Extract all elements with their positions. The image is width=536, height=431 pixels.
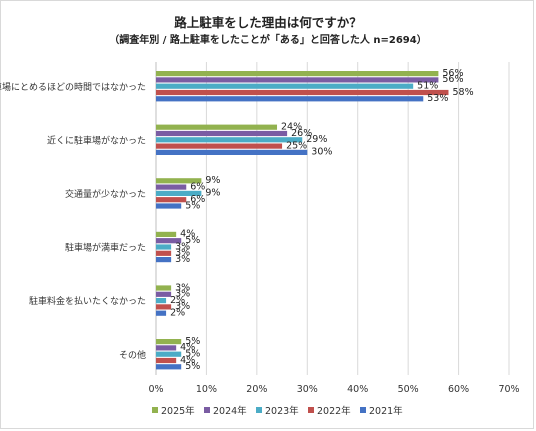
data-label: 5% xyxy=(185,336,200,347)
data-label: 4% xyxy=(180,229,195,240)
bar xyxy=(156,149,308,155)
legend: 2025年 2024年 2023年 2022年 2021年 xyxy=(152,405,403,417)
data-label: 58% xyxy=(452,87,473,98)
bar xyxy=(156,71,439,77)
x-tick-label: 20% xyxy=(246,384,267,395)
data-label: 4% xyxy=(180,355,195,366)
legend-swatch xyxy=(360,407,366,413)
data-label: 2% xyxy=(170,295,185,306)
data-label: 3% xyxy=(175,248,190,259)
legend-swatch xyxy=(152,407,158,413)
x-tick-label: 40% xyxy=(347,384,368,395)
data-label: 3% xyxy=(175,254,190,265)
data-label: 26% xyxy=(291,128,312,139)
bar xyxy=(156,89,449,96)
bar xyxy=(156,257,172,263)
category-labels: 駐車場にとめるほどの時間ではなかった近くに駐車場がなかった交通量が少なかった駐車… xyxy=(0,81,146,361)
bar xyxy=(156,238,182,244)
category-label: 駐車場が満車だった xyxy=(65,242,146,254)
legend-swatch xyxy=(308,407,314,413)
bar xyxy=(156,130,288,137)
data-label: 9% xyxy=(205,175,220,186)
bar xyxy=(156,190,202,196)
data-label: 24% xyxy=(281,122,302,133)
bar xyxy=(156,310,167,316)
legend-label: 2022年 xyxy=(317,405,351,417)
bar xyxy=(156,244,172,250)
bar xyxy=(156,339,182,345)
data-label: 5% xyxy=(185,235,200,246)
bar xyxy=(156,83,414,89)
category-label: 近くに駐車場がなかった xyxy=(47,134,146,146)
category-label: その他 xyxy=(119,349,146,361)
legend-label: 2025年 xyxy=(161,405,195,417)
data-label: 9% xyxy=(205,188,220,199)
bar xyxy=(156,304,172,310)
data-label: 25% xyxy=(286,140,307,151)
bar xyxy=(156,250,172,256)
bar xyxy=(156,178,202,184)
data-label: 3% xyxy=(175,289,190,300)
category-label: 駐車場にとめるほどの時間ではなかった xyxy=(0,81,146,93)
bar xyxy=(156,357,177,364)
bar xyxy=(156,345,177,351)
x-tick-label: 60% xyxy=(448,384,469,395)
bar xyxy=(156,143,283,149)
legend-label: 2024年 xyxy=(213,405,247,417)
chart-title: 路上駐車をした理由は何ですか？ xyxy=(174,15,362,30)
data-label: 56% xyxy=(442,68,463,79)
data-label: 6% xyxy=(190,194,205,205)
data-label: 2% xyxy=(170,308,185,319)
x-tick-label: 50% xyxy=(398,384,419,395)
bar xyxy=(156,197,187,203)
data-label: 5% xyxy=(185,361,200,372)
data-label: 4% xyxy=(180,342,195,353)
x-tick-labels: 0% 10% 20% 30% 40% 50% 60% 70% xyxy=(148,384,519,395)
data-label: 30% xyxy=(311,147,332,158)
category-label: 駐車料金を払いたくなかった xyxy=(29,295,146,307)
data-label: 56% xyxy=(442,74,463,85)
bar xyxy=(156,364,182,370)
data-label: 6% xyxy=(190,181,205,192)
bar xyxy=(156,298,167,304)
legend-swatch xyxy=(256,407,262,413)
bar xyxy=(156,351,182,357)
chart-subtitle: （調査年別 / 路上駐車をしたことが「ある」と回答した人 n=2694） xyxy=(109,35,427,46)
bar xyxy=(156,291,172,297)
x-tick-label: 30% xyxy=(297,384,318,395)
bar xyxy=(156,184,187,190)
bar xyxy=(156,124,278,130)
x-tick-label: 0% xyxy=(148,384,163,395)
bar xyxy=(156,231,177,237)
data-label: 3% xyxy=(175,301,190,312)
data-label: 5% xyxy=(185,349,200,360)
bar xyxy=(156,203,182,209)
bar xyxy=(156,96,424,102)
data-label: 29% xyxy=(306,134,327,145)
legend-label: 2023年 xyxy=(265,405,299,417)
data-label: 5% xyxy=(185,200,200,211)
data-label: 51% xyxy=(417,81,438,92)
x-tick-label: 10% xyxy=(196,384,217,395)
data-label: 3% xyxy=(175,241,190,252)
gridlines xyxy=(155,62,510,375)
bar xyxy=(156,137,303,143)
category-label: 交通量が少なかった xyxy=(65,188,146,200)
bar xyxy=(156,285,172,291)
x-tick-label: 70% xyxy=(498,384,519,395)
legend-swatch xyxy=(204,407,210,413)
data-label: 53% xyxy=(427,93,448,104)
bars: 56%56%51%58%53%24%26%29%25%30%9%6%9%6%5%… xyxy=(156,68,474,372)
data-label: 3% xyxy=(175,282,190,293)
legend-label: 2021年 xyxy=(369,405,403,417)
bar xyxy=(156,77,439,83)
